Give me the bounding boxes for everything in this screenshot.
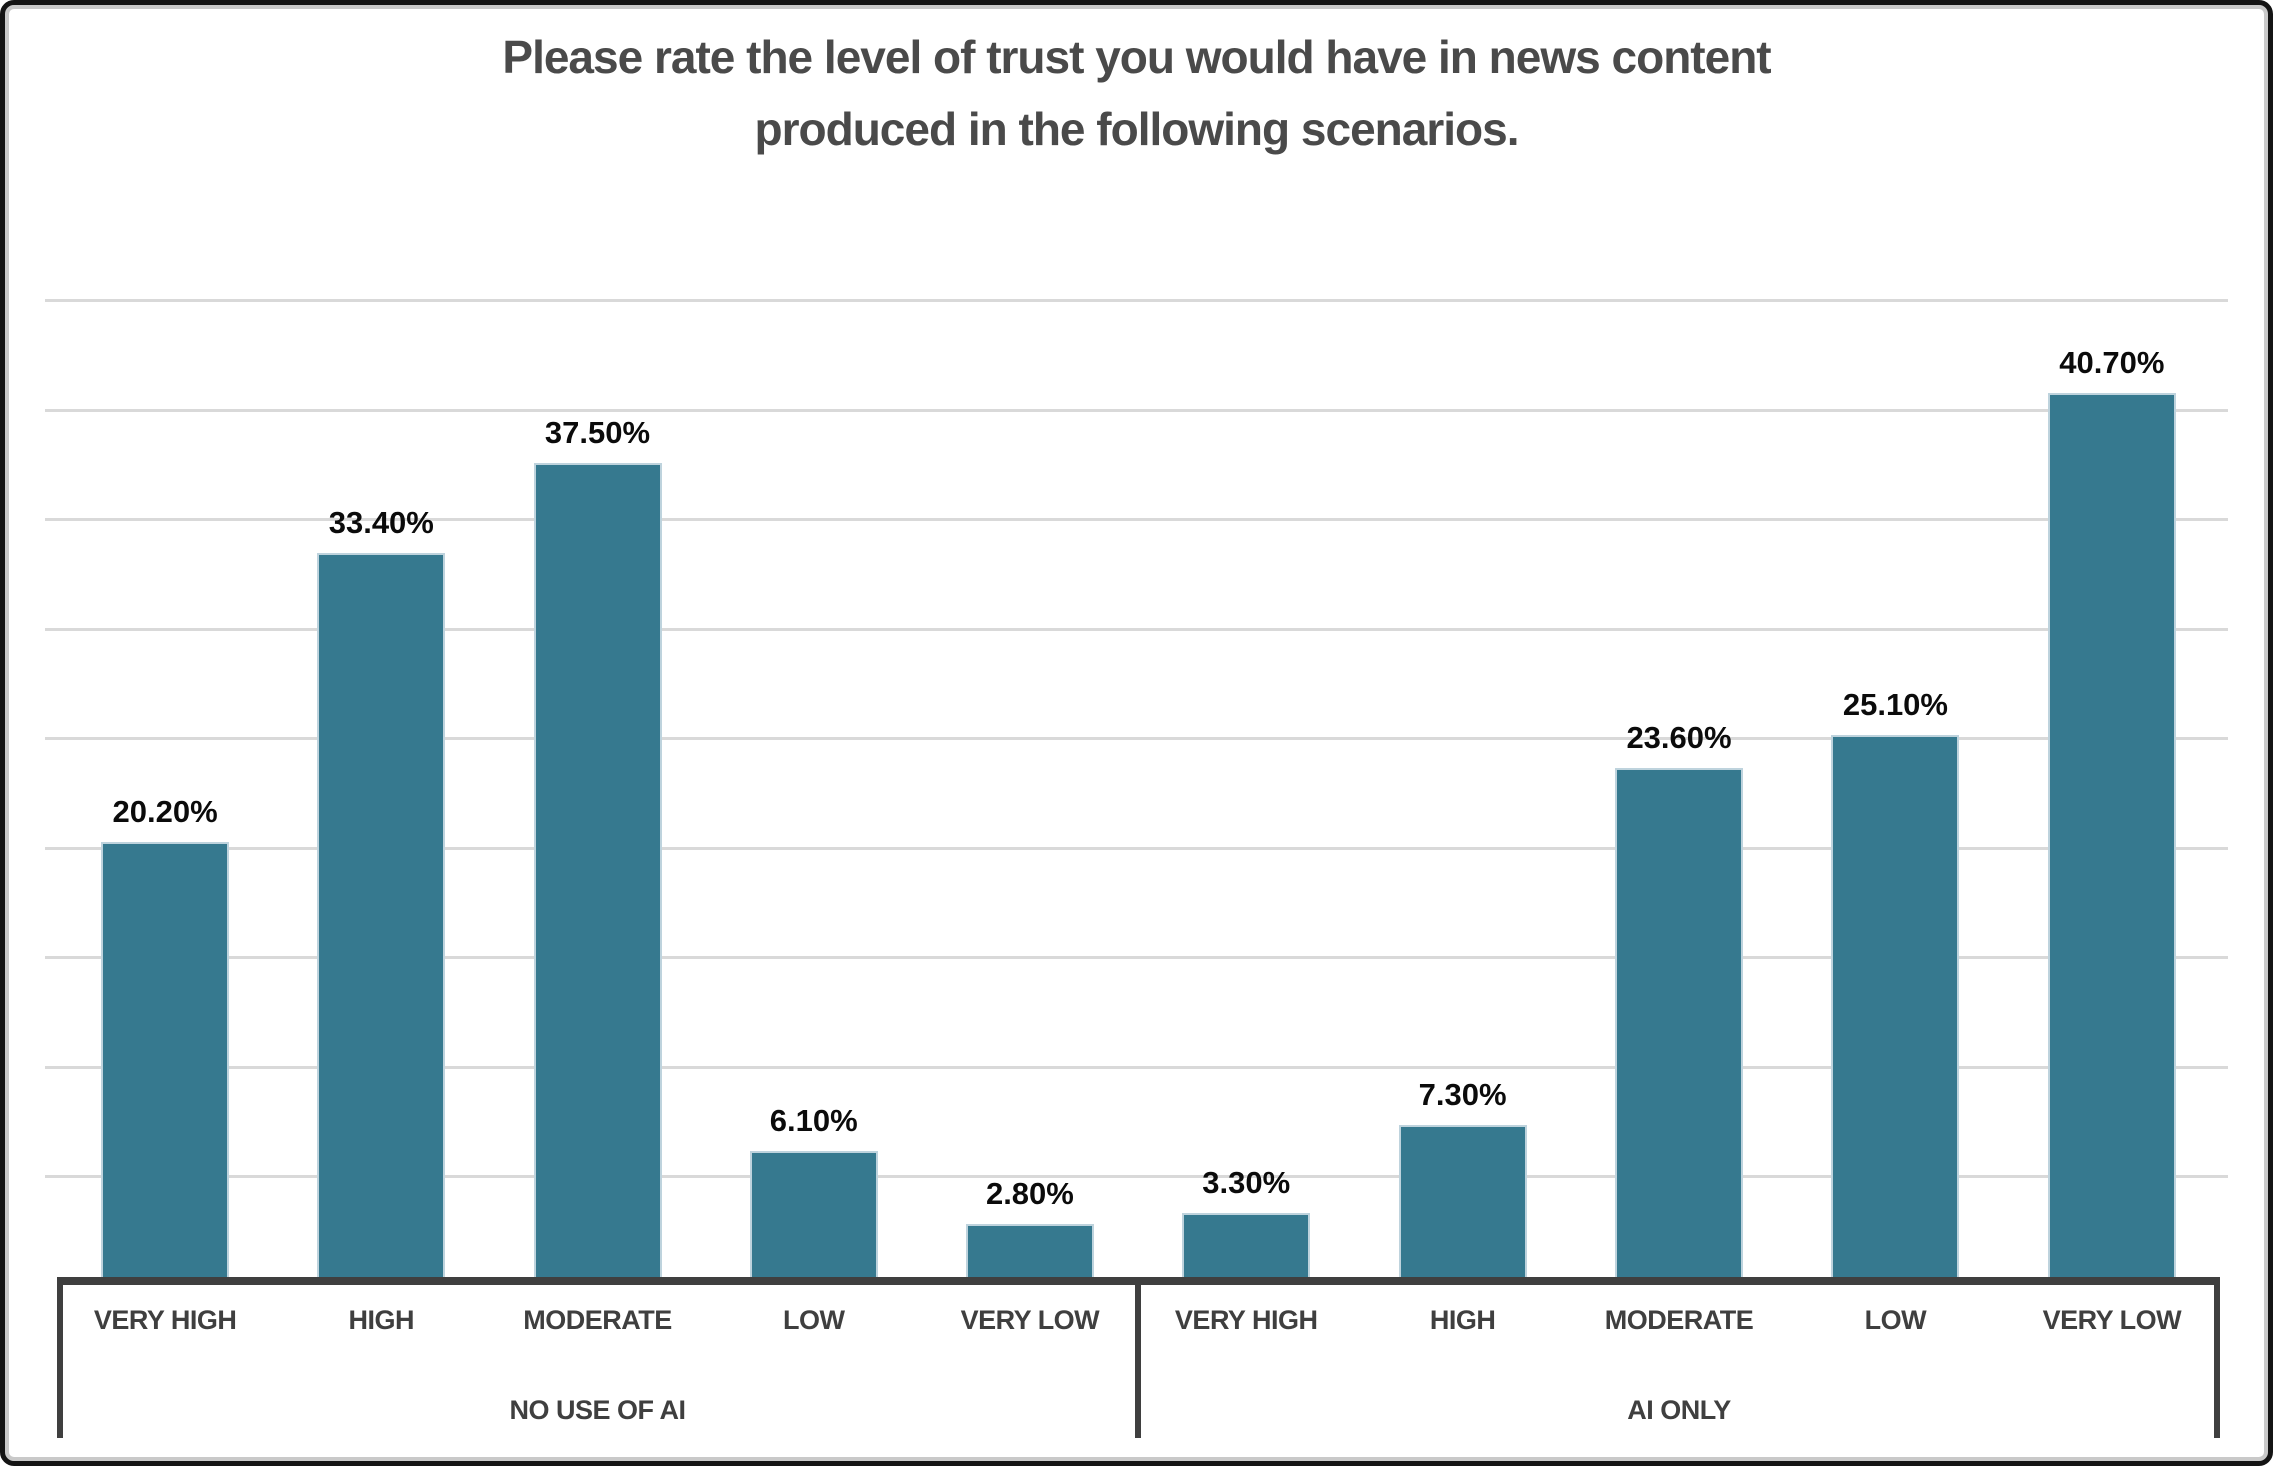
category-label-moderate: MODERATE [1604, 1305, 1754, 1335]
bar-slot-ai-only-moderate: 23.60% [1571, 299, 1787, 1285]
category-label-very-low: VERY LOW [2042, 1305, 2182, 1335]
category-row: VERY HIGH HIGH MODERATE LOW VERY LOW [57, 1305, 1138, 1336]
bar-group-no-use-of-ai: 20.20% 33.40% 37.50% 6.10% 2.80% [57, 299, 1138, 1285]
bar-no-use-of-ai-low: 6.10% [749, 1103, 878, 1285]
bar-no-use-of-ai-moderate: 37.50% [533, 415, 662, 1285]
bar-ai-only-moderate: 23.60% [1615, 720, 1744, 1285]
gridline-10pct [45, 1065, 2228, 1069]
bar-no-use-of-ai-very-low: 2.80% [965, 1176, 1094, 1285]
category-label-very-high: VERY HIGH [93, 1305, 237, 1335]
category-label-very-low: VERY LOW [960, 1305, 1100, 1335]
gridline-20pct [45, 846, 2228, 850]
category-row: VERY HIGH HIGH MODERATE LOW VERY LOW [1138, 1305, 2220, 1336]
gridline-25pct [45, 737, 2228, 741]
axis-left-border-line [57, 1285, 63, 1438]
axis-section-no-use-of-ai: VERY HIGH HIGH MODERATE LOW VERY LOW NO USE … [57, 1285, 1138, 1438]
bar-group-ai-only: 3.30% 7.30% 23.60% 25.10% 40.70% [1138, 299, 2220, 1285]
gridline-15pct [45, 956, 2228, 960]
bar-slot-no-use-of-ai-very-low: 2.80% [922, 299, 1138, 1285]
bar-slot-no-use-of-ai-very-high: 20.20% [57, 299, 273, 1285]
bar-value-label: 6.10% [769, 1103, 858, 1139]
gridline-30pct [45, 627, 2228, 631]
bar-value-label: 37.50% [544, 415, 651, 451]
group-label-no-use-of-ai: NO USE OF AI [509, 1395, 686, 1425]
bar-ai-only-very-high: 3.30% [1182, 1165, 1311, 1285]
axis-group-divider-line [1135, 1285, 1141, 1438]
category-label-very-high: VERY HIGH [1174, 1305, 1318, 1335]
bar-slot-no-use-of-ai-low: 6.10% [706, 299, 922, 1285]
bar-value-label: 40.70% [2059, 345, 2165, 381]
bar-value-label: 20.20% [112, 794, 218, 830]
axis-section-ai-only: VERY HIGH HIGH MODERATE LOW VERY LOW AI ONLY [1138, 1285, 2220, 1438]
bar-value-label: 25.10% [1842, 687, 1948, 723]
bar-value-label: 33.40% [328, 505, 434, 541]
group-label-ai-only: AI ONLY [1627, 1395, 1731, 1425]
gridline-45pct [45, 299, 2228, 302]
category-label-high: HIGH [348, 1305, 415, 1335]
x-axis-box: VERY HIGH HIGH MODERATE LOW VERY LOW NO USE … [57, 1277, 2220, 1438]
category-label-low: LOW [782, 1305, 845, 1335]
bar-no-use-of-ai-very-high: 20.20% [101, 794, 230, 1285]
category-label-moderate: MODERATE [523, 1305, 672, 1335]
bar-ai-only-very-low: 40.70% [2047, 345, 2176, 1285]
gridline-5pct [45, 1175, 2228, 1179]
gridline-35pct [45, 518, 2228, 522]
gridline-40pct [45, 408, 2228, 412]
bar-no-use-of-ai-high: 33.40% [317, 505, 446, 1285]
bar-slot-ai-only-low: 25.10% [1787, 299, 2003, 1285]
bar-slot-ai-only-very-low: 40.70% [2004, 299, 2220, 1285]
bar-ai-only-high: 7.30% [1398, 1077, 1527, 1285]
bar-slot-no-use-of-ai-moderate: 37.50% [489, 299, 705, 1285]
bar-value-label: 23.60% [1626, 719, 1732, 755]
bar-value-label: 7.30% [1418, 1077, 1507, 1113]
bar-value-label: 2.80% [985, 1175, 1074, 1211]
bar-slot-ai-only-high: 7.30% [1354, 299, 1570, 1285]
chart-title: Please rate the level of trust you would… [502, 31, 1771, 155]
axis-right-border-line [2214, 1285, 2220, 1438]
bar-ai-only-low: 25.10% [1831, 687, 1960, 1285]
bar-slot-no-use-of-ai-high: 33.40% [273, 299, 489, 1285]
plot-area: 20.20% 33.40% 37.50% 6.10% 2.80% 3.30% 7.30% 23… [57, 299, 2220, 1285]
bar-slot-ai-only-very-high: 3.30% [1138, 299, 1354, 1285]
category-label-high: HIGH [1429, 1305, 1496, 1335]
bar-value-label: 3.30% [1202, 1164, 1291, 1200]
category-label-low: LOW [1864, 1305, 1927, 1335]
grid-layer [45, 299, 2228, 1285]
